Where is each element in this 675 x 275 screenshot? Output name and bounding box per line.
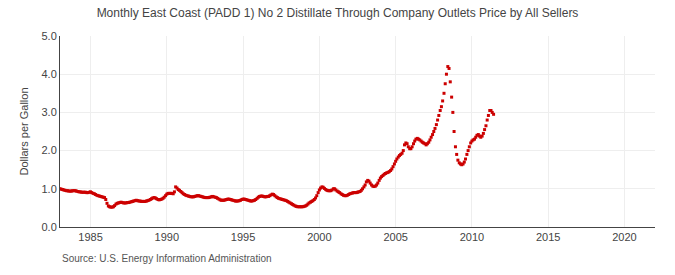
svg-text:2010: 2010 bbox=[460, 231, 484, 243]
svg-text:4.0: 4.0 bbox=[42, 68, 57, 80]
svg-text:5.0: 5.0 bbox=[42, 30, 57, 42]
svg-text:2.0: 2.0 bbox=[42, 144, 57, 156]
svg-text:1985: 1985 bbox=[78, 231, 102, 243]
svg-text:Monthly East Coast (PADD 1) No: Monthly East Coast (PADD 1) No 2 Distill… bbox=[97, 6, 579, 20]
svg-text:2015: 2015 bbox=[536, 231, 560, 243]
svg-text:2020: 2020 bbox=[612, 231, 636, 243]
svg-text:0.0: 0.0 bbox=[42, 221, 57, 233]
svg-text:Dollars per Gallon: Dollars per Gallon bbox=[18, 87, 30, 175]
svg-text:1995: 1995 bbox=[231, 231, 255, 243]
svg-text:3.0: 3.0 bbox=[42, 106, 57, 118]
svg-text:2005: 2005 bbox=[383, 231, 407, 243]
svg-text:1.0: 1.0 bbox=[42, 183, 57, 195]
svg-text:1990: 1990 bbox=[155, 231, 179, 243]
svg-text:2000: 2000 bbox=[307, 231, 331, 243]
svg-text:Source: U.S. Energy Informatio: Source: U.S. Energy Information Administ… bbox=[62, 253, 272, 264]
